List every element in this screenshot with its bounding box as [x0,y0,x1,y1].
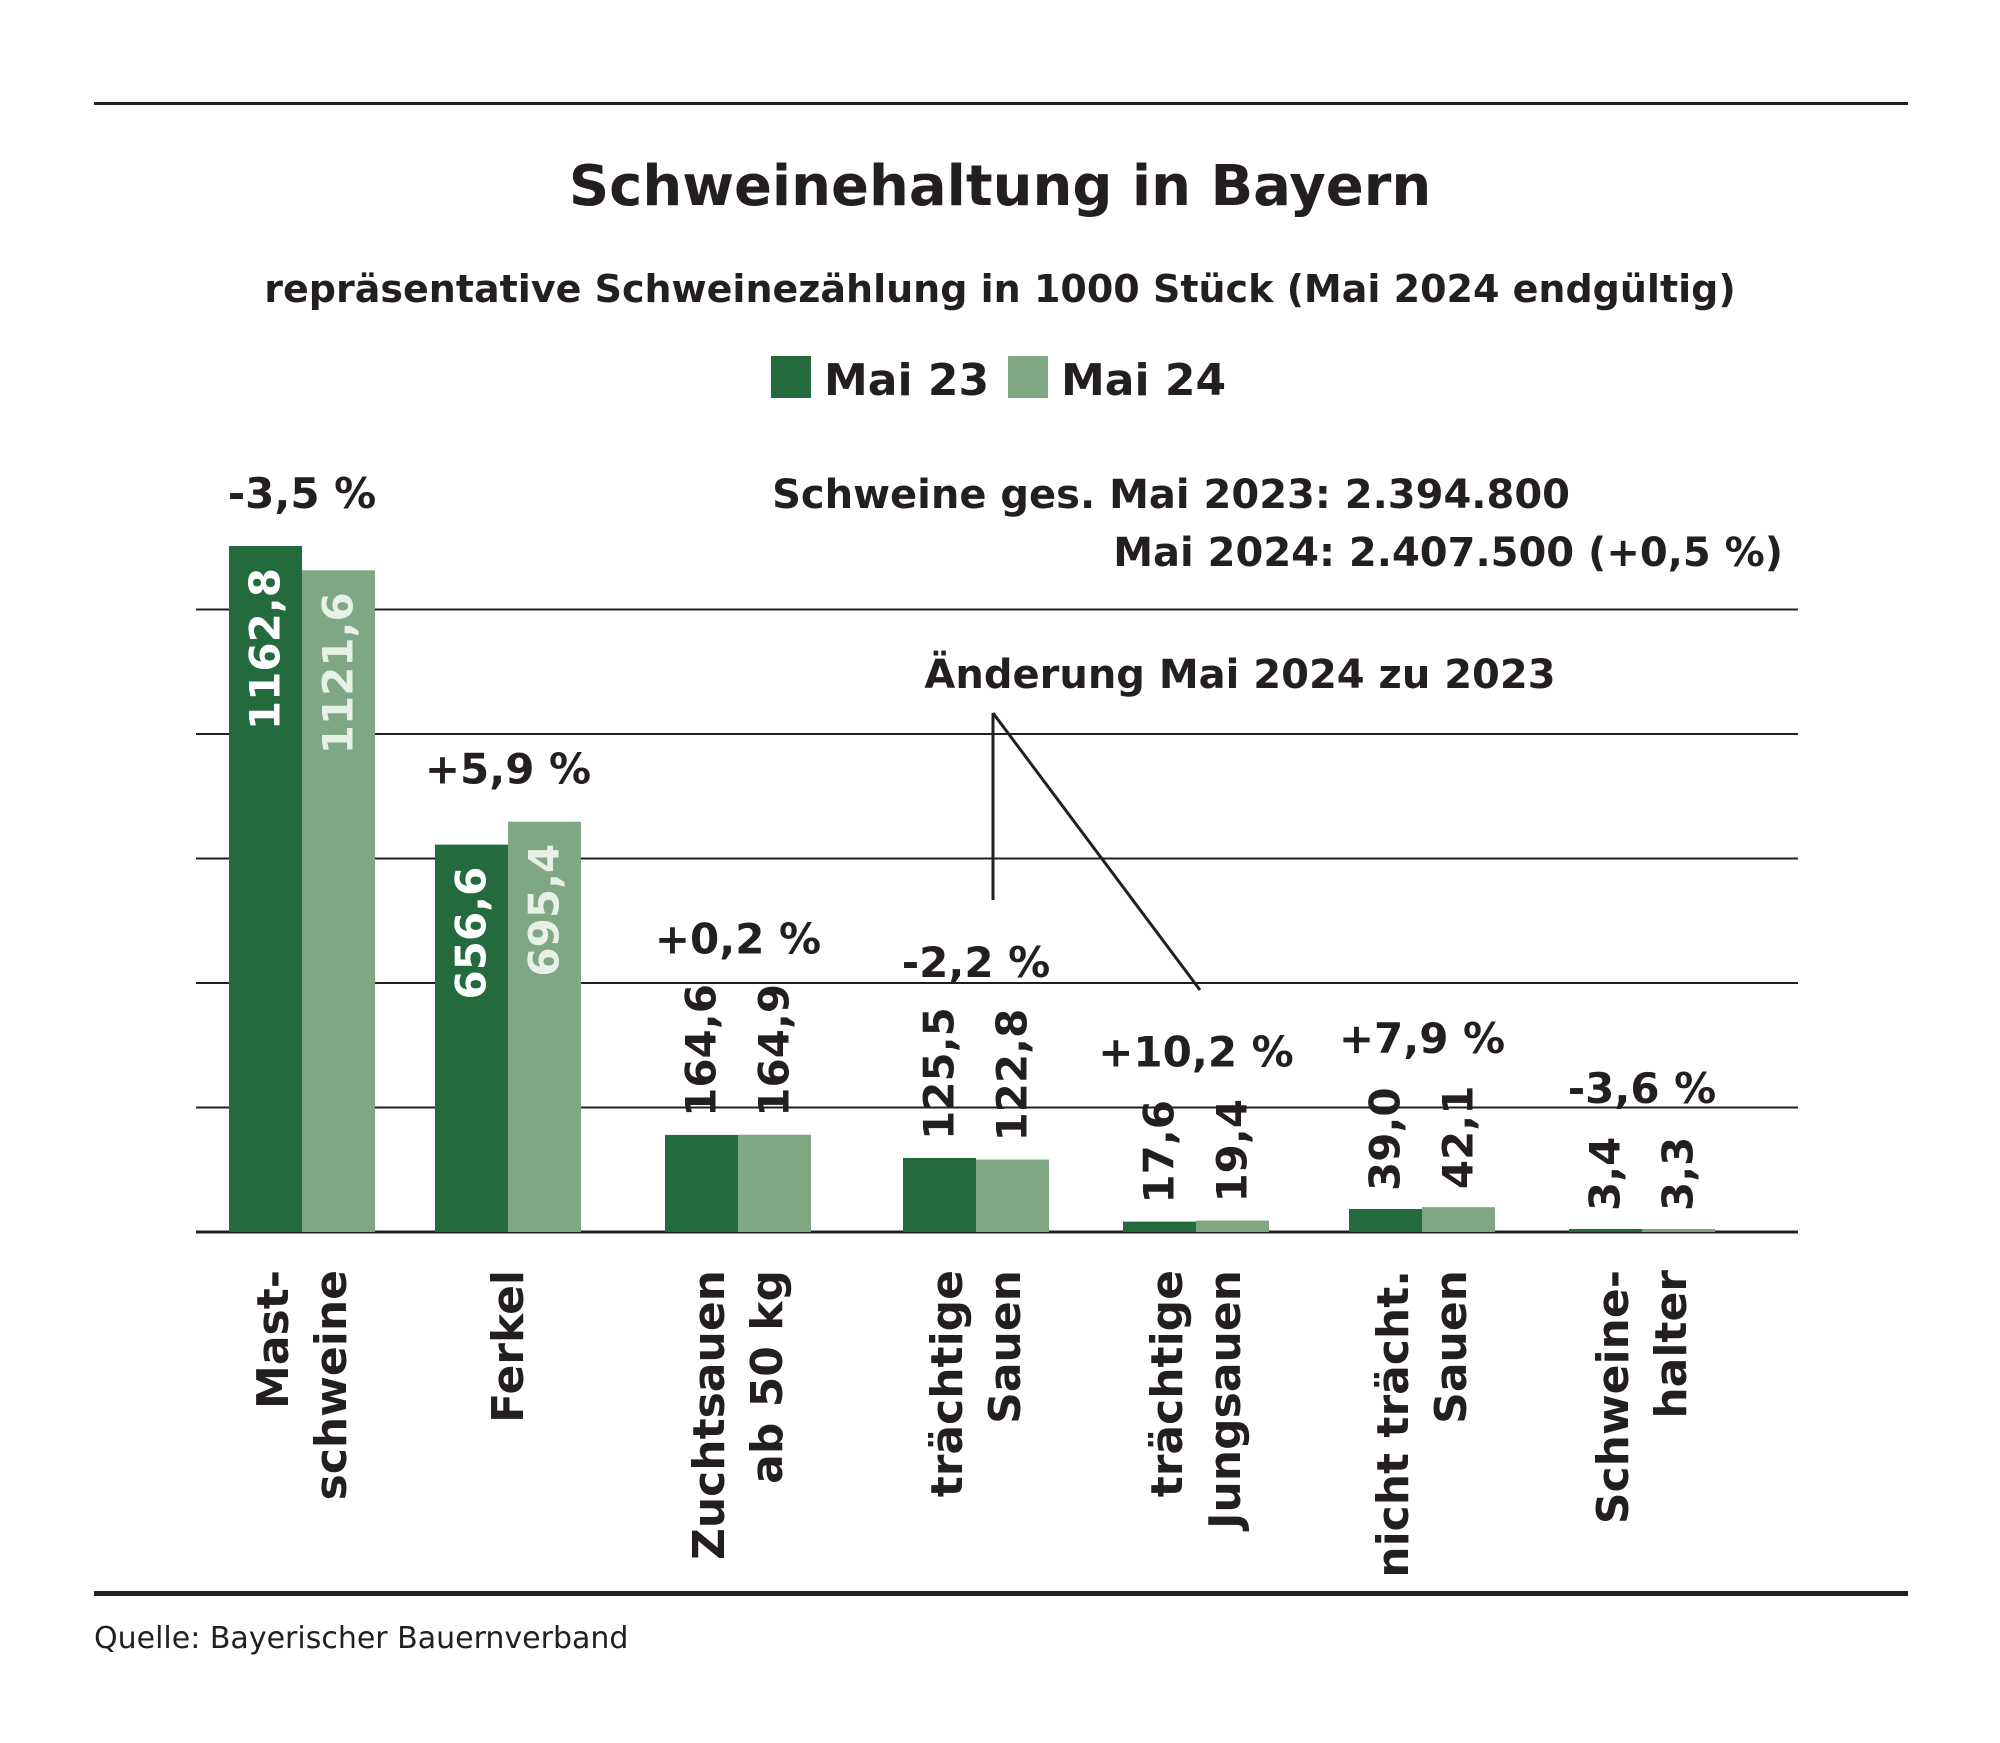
legend: Mai 23 Mai 24 [771,355,1226,406]
change-label: -3,6 % [1568,1064,1717,1113]
value-label: 19,4 [1208,1099,1257,1203]
category-label: trächtige [1142,1270,1193,1497]
change-label: +0,2 % [655,915,821,964]
labels: 1162,8 1121,6 -3,5 % Mast-schweine 656,6 695,… [228,469,1717,1578]
category-label: Sauen [980,1270,1031,1424]
bottom-rule [94,1591,1908,1596]
value-label: 39,0 [1361,1087,1410,1191]
chart-subtitle: repräsentative Schweinezählung in 1000 S… [264,267,1735,311]
category-label: Jungsauen [1200,1270,1251,1532]
category-label: Ferkel [483,1270,534,1423]
source-note: Quelle: Bayerischer Bauernverband [94,1621,628,1656]
annotation-leader-lines [991,712,1202,991]
totals-line-2: Mai 2024: 2.407.500 (+0,5 %) [1113,530,1783,576]
totals-line-1: Schweine ges. Mai 2023: 2.394.800 [772,472,1570,518]
value-label: 122,8 [988,1009,1037,1142]
value-label: 656,6 [447,867,496,1000]
value-label: 3,4 [1581,1137,1630,1211]
change-label: +7,9 % [1339,1014,1505,1063]
leader-line-diagonal [991,712,1202,991]
value-label: 17,6 [1135,1100,1184,1204]
bar-mai-24 [976,1159,1049,1232]
value-label: 3,3 [1654,1137,1703,1211]
change-label: -2,2 % [902,938,1051,987]
value-label: 1121,6 [314,592,363,754]
top-rule [94,102,1908,105]
change-annotation: Änderung Mai 2024 zu 2023 [924,650,1555,698]
value-label: 695,4 [520,844,569,977]
category-label: halter [1646,1270,1697,1419]
legend-label-mai-24: Mai 24 [1061,355,1226,406]
change-label: +5,9 % [425,745,591,794]
bar-mai-23 [435,844,508,1232]
category-label: Sauen [1426,1270,1477,1424]
value-label: 164,6 [677,984,726,1117]
bar-mai-23 [229,546,302,1232]
bar-mai-24 [1422,1207,1495,1232]
category-label: ab 50 kg [742,1270,793,1484]
bar-mai-24 [1642,1229,1715,1232]
bar-mai-23 [665,1134,738,1232]
value-label: 125,5 [915,1007,964,1140]
value-label: 164,9 [750,984,799,1117]
bar-mai-23 [1349,1208,1422,1232]
category-label: Zuchtsauen [684,1270,735,1560]
category-label: trächtige [922,1270,973,1497]
bar-mai-24 [508,821,581,1232]
change-label: +10,2 % [1098,1028,1294,1077]
change-label: -3,5 % [228,469,377,518]
value-label: 42,1 [1434,1086,1483,1190]
legend-swatch-mai-23 [771,356,811,398]
legend-swatch-mai-24 [1008,356,1048,398]
category-label: nicht trächt. [1368,1270,1419,1578]
category-label: Schweine- [1588,1270,1639,1524]
bar-mai-24 [1196,1220,1269,1232]
value-label: 1162,8 [241,568,290,730]
bar-mai-24 [738,1134,811,1232]
chart-title: Schweinehaltung in Bayern [569,154,1431,219]
bars [229,546,1715,1232]
bar-mai-23 [903,1157,976,1232]
category-label: schweine [306,1270,357,1500]
bar-mai-24 [302,570,375,1232]
bar-mai-23 [1123,1221,1196,1232]
legend-label-mai-23: Mai 23 [824,355,989,406]
category-label: Mast- [248,1270,299,1409]
bar-mai-23 [1569,1229,1642,1232]
